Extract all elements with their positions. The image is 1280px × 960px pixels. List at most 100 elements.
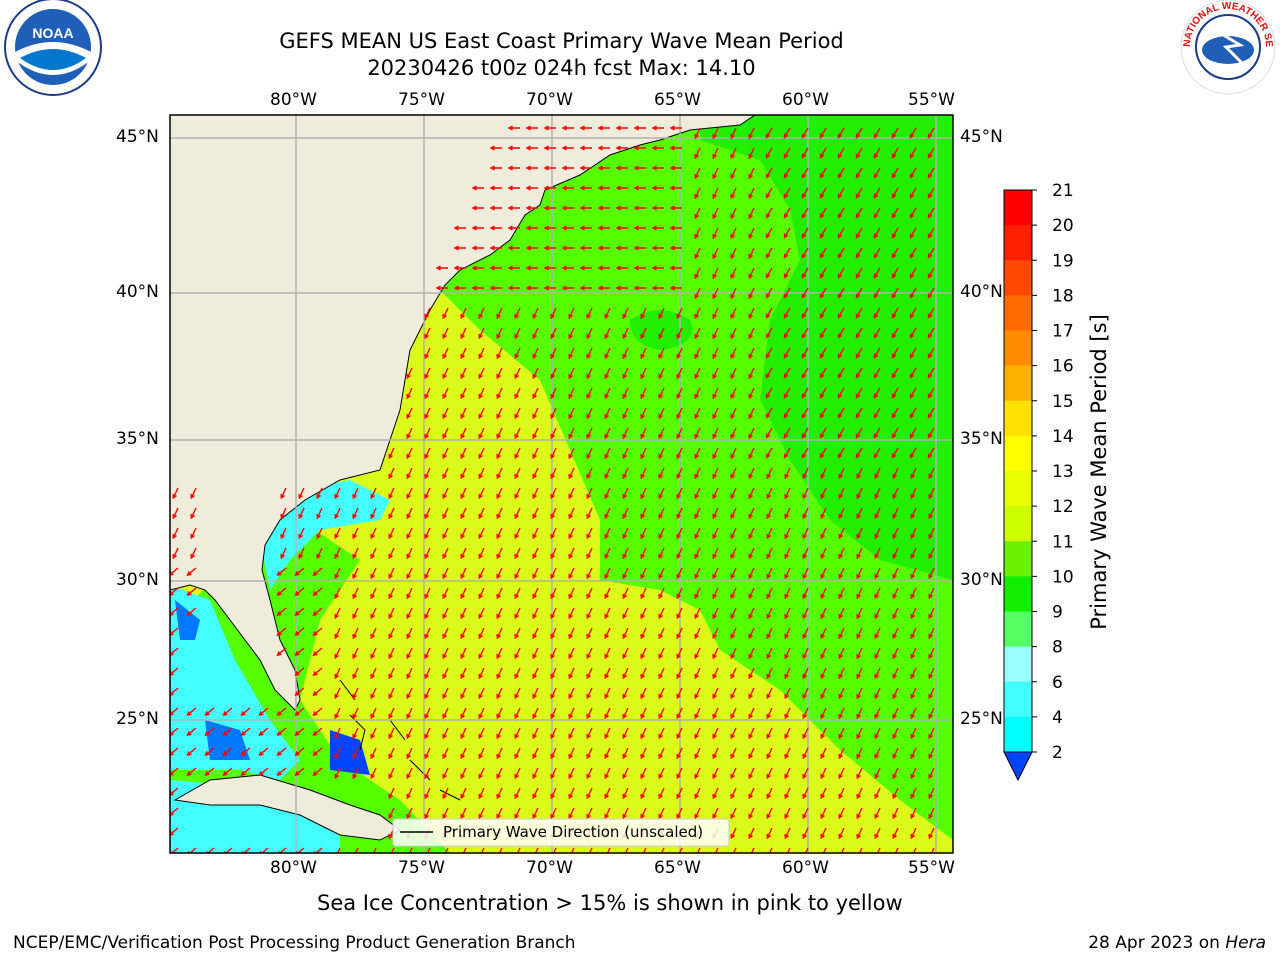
ocean-darkgreen-region xyxy=(700,115,953,580)
wave-arrow xyxy=(240,747,251,757)
wave-arrow xyxy=(748,327,755,340)
wave-arrow xyxy=(694,687,701,700)
wave-arrow xyxy=(604,507,611,520)
wave-arrow xyxy=(891,247,899,259)
wave-arrow xyxy=(561,285,574,291)
wave-arrow xyxy=(856,827,863,840)
wave-arrow xyxy=(640,807,647,820)
wave-arrow xyxy=(694,587,701,600)
wave-arrow xyxy=(370,767,377,780)
wave-arrow xyxy=(874,607,881,620)
wave-arrow xyxy=(478,427,485,440)
wave-arrow xyxy=(712,367,719,380)
lat-tick-right-40N: 40°N xyxy=(960,282,1003,302)
wave-arrow xyxy=(855,307,863,319)
wave-arrow xyxy=(892,807,899,820)
wave-arrow xyxy=(640,307,647,320)
map-frame xyxy=(169,114,954,854)
wave-arrow xyxy=(909,307,917,319)
sea-ice-note: Sea Ice Concentration > 15% is shown in … xyxy=(317,891,903,915)
wave-arrow xyxy=(766,747,773,760)
wave-arrow xyxy=(190,507,197,520)
wave-arrow xyxy=(460,667,467,680)
wave-arrow xyxy=(694,347,701,360)
wave-arrow xyxy=(406,807,413,820)
wave-arrow xyxy=(730,647,737,660)
wave-arrow xyxy=(586,367,593,380)
wave-arrow xyxy=(730,767,737,780)
wave-arrow xyxy=(478,567,485,580)
wave-arrow xyxy=(280,507,287,520)
wave-arrow xyxy=(819,287,827,299)
wave-arrow xyxy=(460,807,467,820)
wave-arrow xyxy=(783,207,791,219)
wave-arrow xyxy=(891,307,899,319)
wave-arrow xyxy=(406,787,413,800)
wave-arrow xyxy=(186,607,197,617)
wave-arrow xyxy=(550,767,557,780)
wave-arrow xyxy=(352,687,359,700)
wave-arrow xyxy=(597,265,610,271)
wave-arrow xyxy=(910,467,917,480)
wave-arrow xyxy=(712,307,719,320)
wave-arrow xyxy=(783,347,791,359)
wave-arrow xyxy=(276,607,287,617)
wave-arrow xyxy=(550,747,557,760)
wave-arrow xyxy=(550,687,557,700)
wave-arrow xyxy=(928,747,935,760)
wave-arrow xyxy=(514,307,521,320)
wave-arrow xyxy=(801,127,809,139)
wave-arrow xyxy=(514,667,521,680)
wave-arrow xyxy=(891,127,899,139)
wave-arrow xyxy=(927,327,935,339)
wave-arrow xyxy=(856,587,863,600)
wave-arrow xyxy=(820,607,827,620)
wave-arrow xyxy=(801,167,809,179)
wave-arrow xyxy=(748,447,755,460)
wave-arrow xyxy=(874,487,881,500)
wave-arrow xyxy=(280,547,287,560)
wave-arrow xyxy=(909,347,917,359)
wave-arrow xyxy=(568,367,575,380)
wave-arrow xyxy=(597,165,610,171)
wave-arrow xyxy=(388,647,395,660)
wave-arrow xyxy=(435,265,448,271)
wave-arrow xyxy=(370,627,377,640)
wave-arrow xyxy=(370,587,377,600)
wave-arrow xyxy=(640,707,647,720)
footer-date-text: 28 Apr 2023 on xyxy=(1088,933,1226,953)
wave-arrow xyxy=(568,407,575,420)
wave-arrow xyxy=(550,467,557,480)
wave-arrow xyxy=(873,447,881,459)
wave-arrow xyxy=(640,587,647,600)
wave-arrow xyxy=(694,667,701,680)
wave-arrow xyxy=(604,467,611,480)
wave-arrow xyxy=(783,327,791,339)
wave-arrow xyxy=(694,567,701,580)
wave-arrow xyxy=(388,607,395,620)
wave-arrow xyxy=(312,767,323,777)
wave-arrow xyxy=(874,467,881,480)
wave-arrow xyxy=(406,767,413,780)
wave-arrow xyxy=(442,367,449,380)
wave-arrow xyxy=(622,407,629,420)
wave-arrow xyxy=(604,327,611,340)
wave-arrow xyxy=(837,347,845,359)
wave-arrow xyxy=(550,387,557,400)
wave-arrow xyxy=(507,265,520,271)
wave-arrow xyxy=(873,147,881,159)
wave-arrow xyxy=(694,727,701,740)
wave-arrow xyxy=(927,407,935,419)
wave-arrow xyxy=(651,125,664,131)
wave-arrow xyxy=(514,507,521,520)
wave-arrow xyxy=(838,627,845,640)
wave-arrow xyxy=(442,527,449,540)
wave-arrow xyxy=(802,567,809,580)
wave-arrow xyxy=(892,727,899,740)
wave-arrow xyxy=(633,285,646,291)
colorbar-tick-label: 15 xyxy=(1052,392,1074,412)
wave-arrow xyxy=(568,667,575,680)
wave-arrow xyxy=(748,167,755,180)
wave-arrow xyxy=(442,327,449,340)
wave-arrow xyxy=(766,527,773,540)
